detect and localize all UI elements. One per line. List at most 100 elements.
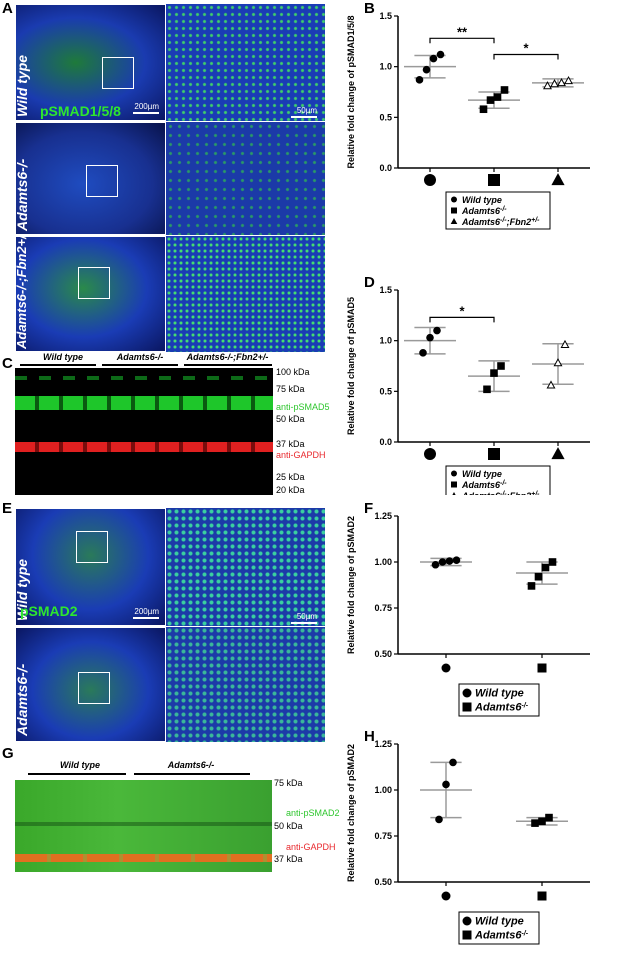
data-point [500, 86, 509, 94]
x-category-marker [424, 448, 436, 460]
panel-label-g: G [2, 745, 14, 762]
blot-group-wt: Wild type [60, 760, 100, 770]
data-point [548, 558, 557, 566]
scale-bar-200um: 200µm [133, 102, 159, 114]
legend-label: Adamts6-/-;Fbn2+/- [461, 491, 540, 496]
data-point [543, 81, 552, 90]
stain-label: pSMAD1/5/8 [40, 103, 121, 119]
micrograph-a-wt-zoom [166, 4, 325, 121]
panel-label-c: C [2, 355, 13, 372]
marker-37: 37 kDa [274, 854, 303, 864]
legend-marker [452, 492, 456, 495]
data-point [553, 358, 563, 367]
micrograph-a-fbn2-zoom [166, 236, 325, 352]
legend-marker [450, 218, 458, 225]
legend-marker [462, 930, 472, 940]
significance-bracket [429, 37, 495, 44]
legend-label: Adamts6-/- [461, 206, 507, 217]
marker-75: 75 kDa [274, 778, 303, 788]
x-category-marker [551, 173, 565, 186]
significance-label: * [459, 303, 465, 318]
marker-50: 50 kDa [274, 821, 303, 831]
row-label-ko: Adamts6-/- [15, 663, 30, 736]
row-label-ko: Adamts6-/- [15, 158, 30, 231]
group-line [184, 364, 272, 366]
marker-75: 75 kDa [276, 384, 305, 394]
micrograph-e-wt-zoom [166, 508, 325, 626]
significance-label: ** [457, 24, 468, 39]
group-line [102, 364, 178, 366]
antibody-psmad2: anti-pSMAD2 [286, 808, 340, 818]
blot-group-wt: Wild type [43, 352, 83, 362]
data-point [429, 54, 438, 63]
micrograph-e-ko-zoom [166, 627, 325, 742]
x-category-marker [441, 891, 451, 901]
y-tick-label: 1.25 [374, 739, 392, 749]
y-tick-label: 1.25 [374, 511, 392, 521]
group-line [20, 364, 96, 366]
band-psmad5 [15, 396, 273, 410]
band-psmad2 [15, 822, 272, 826]
legend-box [458, 683, 540, 717]
panel-label-h: H [364, 728, 375, 745]
marker-37: 37 kDa [276, 439, 305, 449]
y-axis-label: Relative fold change of pSMAD2 [346, 516, 356, 654]
y-axis-label: Relative fold change of pSMAD1/5/8 [346, 15, 356, 168]
micrograph-e-wt-overview: Wild type pSMAD2 200µm [15, 508, 166, 626]
significance-bracket [493, 53, 559, 60]
panel-label-b: B [364, 0, 375, 17]
marker-20: 20 kDa [276, 485, 305, 495]
micrograph-e-ko-overview: Adamts6-/- [15, 627, 166, 742]
data-point [449, 758, 457, 767]
data-point [419, 349, 427, 357]
data-point [445, 557, 454, 565]
y-tick-label: 1.00 [374, 557, 392, 567]
y-tick-label: 0.50 [374, 649, 392, 659]
data-point [483, 385, 491, 394]
x-category-marker [537, 891, 547, 901]
legend-box [458, 911, 540, 945]
band-gapdh [15, 854, 272, 862]
band-gapdh [15, 442, 273, 452]
data-point [426, 333, 434, 342]
legend-marker [462, 702, 472, 712]
legend-box [445, 465, 551, 495]
legend-label: Adamts6-/-;Fbn2+/- [461, 217, 540, 228]
y-tick-label: 0.75 [374, 831, 392, 841]
scale-bar-50um: 50µm [291, 612, 317, 624]
blot-group-fbn2: Adamts6-/-;Fbn2+/- [186, 352, 269, 362]
data-point [497, 362, 505, 370]
significance-bracket [429, 316, 495, 323]
data-point [546, 380, 556, 389]
scale-bar-50um: 50µm [291, 106, 317, 118]
zoom-box [78, 267, 110, 299]
band-faint [15, 376, 273, 380]
y-tick-label: 0.5 [379, 112, 392, 122]
data-point [564, 76, 573, 85]
data-point [490, 369, 498, 377]
data-point [442, 780, 450, 789]
x-category-marker [537, 663, 547, 673]
row-label-fbn2: Adamts6-/-;Fbn2+/- [15, 236, 29, 349]
antibody-psmad5: anti-pSMAD5 [276, 402, 330, 412]
marker-25: 25 kDa [276, 472, 305, 482]
y-axis-label: Relative fold change of pSMAD5 [346, 297, 356, 435]
y-tick-label: 1.5 [379, 285, 392, 295]
data-point [415, 76, 424, 84]
x-category-marker [551, 447, 565, 460]
y-tick-label: 0.0 [379, 163, 392, 173]
legend-marker [451, 196, 457, 203]
panel-label-f: F [364, 500, 374, 517]
western-blot-g [15, 780, 272, 872]
y-tick-label: 0.75 [374, 603, 392, 613]
data-point [560, 339, 570, 349]
legend-marker [462, 688, 472, 698]
x-category-marker [441, 663, 451, 673]
data-point [422, 65, 431, 74]
data-point [431, 560, 440, 569]
legend-label: Wild type [462, 195, 502, 205]
marker-100: 100 kDa [276, 367, 310, 377]
micrograph-a-fbn2-overview: Adamts6-/-;Fbn2+/- [15, 236, 166, 352]
y-tick-label: 1.0 [379, 62, 392, 72]
data-point [479, 105, 488, 114]
